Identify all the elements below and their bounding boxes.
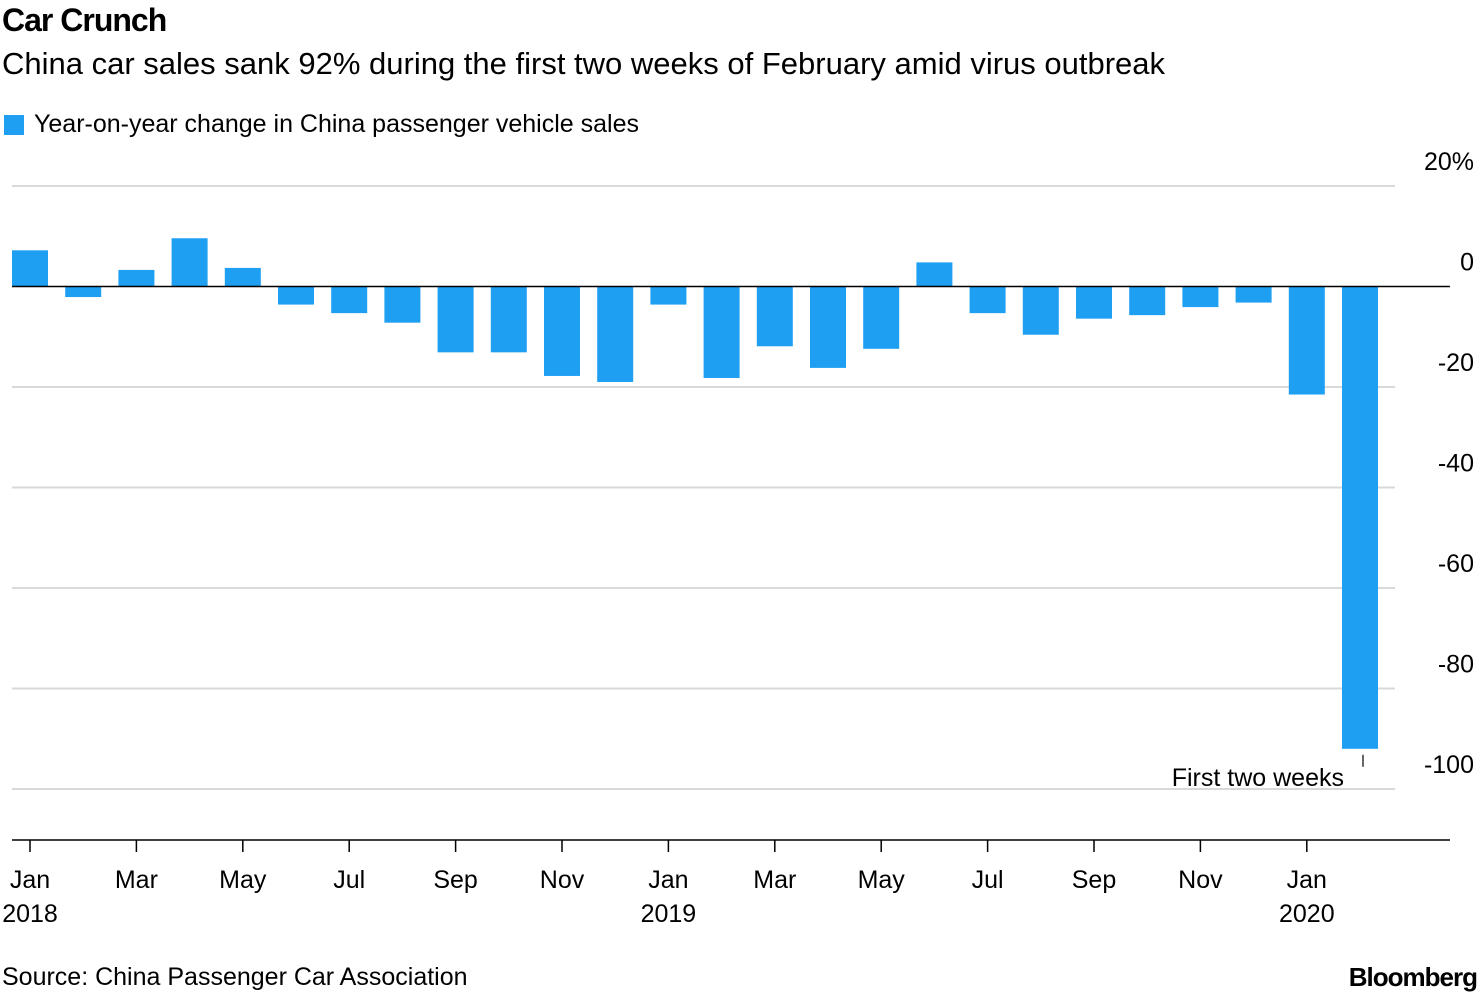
annotation-first-two-weeks: First two weeks [1172,764,1344,792]
bar-jan-2018 [12,250,48,287]
bar-dec-2019 [1235,286,1272,303]
bar-nov-2018 [544,286,580,376]
bar-jul-2019 [969,286,1006,314]
y-tick-label: 20% [1424,148,1474,176]
bar-apr-2018 [171,238,208,287]
bar-mar-2019 [756,286,793,347]
x-year-label: 2020 [1279,900,1335,928]
x-year-label: 2018 [2,900,58,928]
chart-subtitle: China car sales sank 92% during the firs… [2,46,1166,81]
x-tick-label: Sep [433,866,477,894]
x-tick-label: Jan [648,866,688,894]
bar-sep-2018 [437,286,474,353]
y-tick-label: 0 [1460,249,1474,277]
bar-aug-2019 [1022,286,1059,335]
x-tick-label: Sep [1072,866,1116,894]
bar-jun-2018 [278,286,314,305]
source-note: Source: China Passenger Car Association [2,963,468,991]
y-tick-label: -20 [1438,349,1474,377]
x-tick-label: Mar [753,866,796,894]
y-tick-label: -80 [1438,651,1474,679]
bar-may-2019 [863,286,900,349]
bar-jun-2019 [916,262,953,287]
bar-aug-2018 [384,286,421,323]
bar-jul-2018 [331,286,368,314]
bar-feb-2018 [65,286,102,298]
bars [12,238,1378,749]
bar-jan-2020 [1288,286,1325,395]
bar-feb-2020 [1342,286,1378,749]
bar-may-2018 [224,267,261,287]
x-tick-label: Mar [115,866,158,894]
chart-title: Car Crunch [2,2,167,38]
legend: Year-on-year change in China passenger v… [4,110,639,139]
bar-oct-2018 [490,286,527,353]
bar-oct-2019 [1129,286,1166,316]
bar-dec-2018 [597,286,634,382]
legend-label: Year-on-year change in China passenger v… [34,110,640,138]
x-axis-ticks: Jan 2018 Mar May Jul Sep Nov Jan 2019 Mar May Jul Se… [2,840,1335,928]
x-tick-label: May [858,866,906,894]
bar-sep-2019 [1076,286,1112,319]
grid-lines [12,185,1395,790]
x-tick-label: Nov [1178,866,1223,894]
legend-swatch [4,114,24,135]
x-tick-label: Jul [972,866,1004,894]
x-tick-label: Jan [10,866,50,894]
x-tick-label: Jan [1287,866,1327,894]
annotations: First two weeks [1172,754,1364,792]
x-tick-label: Jul [333,866,365,894]
bar-feb-2019 [703,286,740,378]
x-tick-label: Nov [540,866,585,894]
y-tick-label: -60 [1438,550,1474,578]
bar-nov-2019 [1182,286,1219,308]
y-axis-labels: 20% 0 -20 -40 -60 -80 -100 [1424,148,1474,779]
x-tick-label: May [219,866,267,894]
y-tick-label: -40 [1438,450,1474,478]
bar-mar-2018 [118,269,155,287]
bar-jan-2019 [650,286,687,305]
y-tick-label: -100 [1424,751,1474,779]
brand-logo: Bloomberg [1348,962,1477,992]
x-year-label: 2019 [641,900,697,928]
bar-apr-2019 [810,286,846,368]
